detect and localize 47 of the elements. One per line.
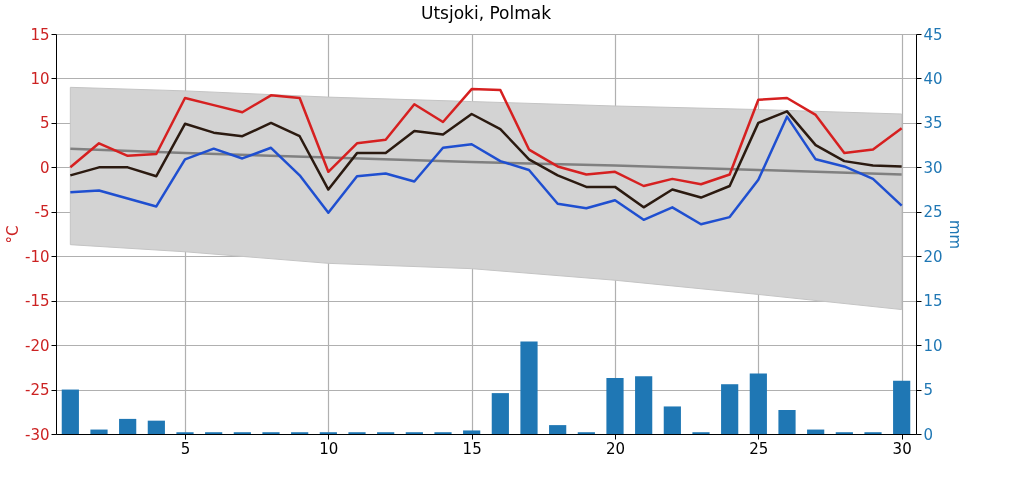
x-tick-label: 30 xyxy=(892,439,912,458)
x-tick-label: 20 xyxy=(605,439,626,458)
x-tick-label: 10 xyxy=(319,439,339,458)
y-axis-title: °C xyxy=(4,225,22,244)
bar xyxy=(61,389,79,434)
y2-tick-label: 25 xyxy=(923,203,943,222)
bar xyxy=(549,425,567,434)
bar xyxy=(90,429,108,434)
line-series xyxy=(69,110,903,209)
y-tick-label: 10 xyxy=(30,69,50,88)
bar xyxy=(491,393,509,434)
y2-axis-title: mm xyxy=(945,219,964,250)
y-tick-label: -15 xyxy=(25,292,50,311)
bar xyxy=(119,418,137,434)
y2-tick-label: 30 xyxy=(923,158,943,177)
bar xyxy=(147,420,165,434)
bar xyxy=(749,373,767,434)
line-series xyxy=(69,115,903,226)
y-tick-label: -5 xyxy=(34,203,50,222)
bar xyxy=(778,410,796,434)
y2-tick-label: 15 xyxy=(923,292,943,311)
bar xyxy=(463,430,481,434)
line-series xyxy=(69,87,903,188)
x-tick-label: 15 xyxy=(462,439,482,458)
chart-title: Utsjoki, Polmak xyxy=(420,3,552,23)
y2-tick-label: 40 xyxy=(923,69,943,88)
bar xyxy=(893,380,911,434)
y-tick-label: 0 xyxy=(39,158,50,177)
y-tick-label: -10 xyxy=(25,247,50,266)
y2-tick-label: 5 xyxy=(923,381,934,400)
y2-tick-label: 35 xyxy=(923,114,943,133)
x-tick-label: 5 xyxy=(180,439,191,458)
y-tick-label: 15 xyxy=(30,25,50,44)
y-tick-label: -30 xyxy=(25,425,50,444)
y2-tick-label: 10 xyxy=(923,336,943,355)
bar xyxy=(606,378,624,434)
y-tick-label: -25 xyxy=(25,381,50,400)
y2-tick-label: 20 xyxy=(923,247,943,266)
bar xyxy=(520,341,538,434)
bar xyxy=(663,406,681,434)
bar xyxy=(635,376,653,434)
bar xyxy=(721,384,739,434)
y-tick-label: -20 xyxy=(25,336,50,355)
x-tick-label: 25 xyxy=(749,439,769,458)
y2-tick-label: 45 xyxy=(923,25,943,44)
y-tick-label: 5 xyxy=(39,114,50,133)
y2-tick-label: 0 xyxy=(923,425,934,444)
